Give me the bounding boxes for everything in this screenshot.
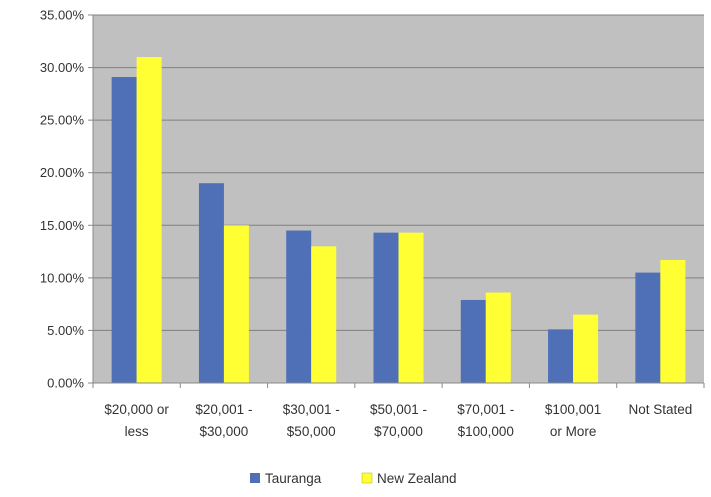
y-tick-label: 25.00% [40, 113, 85, 128]
x-category-label: $100,000 [458, 424, 514, 439]
x-category-label: $70,000 [374, 424, 423, 439]
bar-new-zealand [660, 259, 686, 383]
y-tick-label: 20.00% [40, 165, 85, 180]
bar-new-zealand [311, 246, 337, 383]
y-tick-label: 15.00% [40, 218, 85, 233]
y-axis: 0.00% 5.00% 10.00% 15.00% 20.00% 25.00% 30.00%… [40, 8, 94, 391]
x-category-label: $100,001 [545, 402, 601, 417]
bar-new-zealand [136, 57, 162, 384]
x-category-label: $20,000 or [104, 402, 169, 417]
legend-label: New Zealand [377, 471, 457, 486]
bar-new-zealand [485, 292, 511, 383]
x-category-label: or More [550, 424, 597, 439]
x-category-label: Not Stated [628, 402, 692, 417]
bar-tauranga [635, 272, 661, 383]
bar-tauranga [198, 183, 224, 383]
y-tick-label: 30.00% [40, 60, 85, 75]
y-tick-label: 10.00% [40, 270, 85, 285]
legend-swatch [361, 472, 373, 484]
legend-label: Tauranga [265, 471, 322, 486]
bar-tauranga [548, 329, 574, 383]
bars [111, 57, 686, 384]
x-category-label: $20,001 - [195, 402, 252, 417]
x-category-label: $30,000 [200, 424, 249, 439]
x-category-label: $50,000 [287, 424, 336, 439]
y-tick-label: 35.00% [40, 8, 85, 23]
y-tick-label: 5.00% [47, 323, 84, 338]
bar-new-zealand [398, 232, 424, 383]
legend-swatch [250, 473, 260, 483]
bar-tauranga [111, 77, 137, 383]
y-tick-label: 0.00% [47, 376, 84, 391]
x-axis: $20,000 or less $20,001 - $30,000 $30,001 - $… [92, 382, 705, 439]
bar-tauranga [373, 232, 399, 383]
bar-new-zealand [223, 225, 249, 383]
legend: Tauranga New Zealand [250, 471, 457, 486]
bar-tauranga [460, 299, 486, 383]
x-category-label: less [125, 424, 149, 439]
x-category-label: $50,001 - [370, 402, 427, 417]
x-category-label: $30,001 - [283, 402, 340, 417]
bar-tauranga [286, 230, 312, 383]
x-category-label: $70,001 - [457, 402, 514, 417]
bar-new-zealand [573, 314, 599, 383]
